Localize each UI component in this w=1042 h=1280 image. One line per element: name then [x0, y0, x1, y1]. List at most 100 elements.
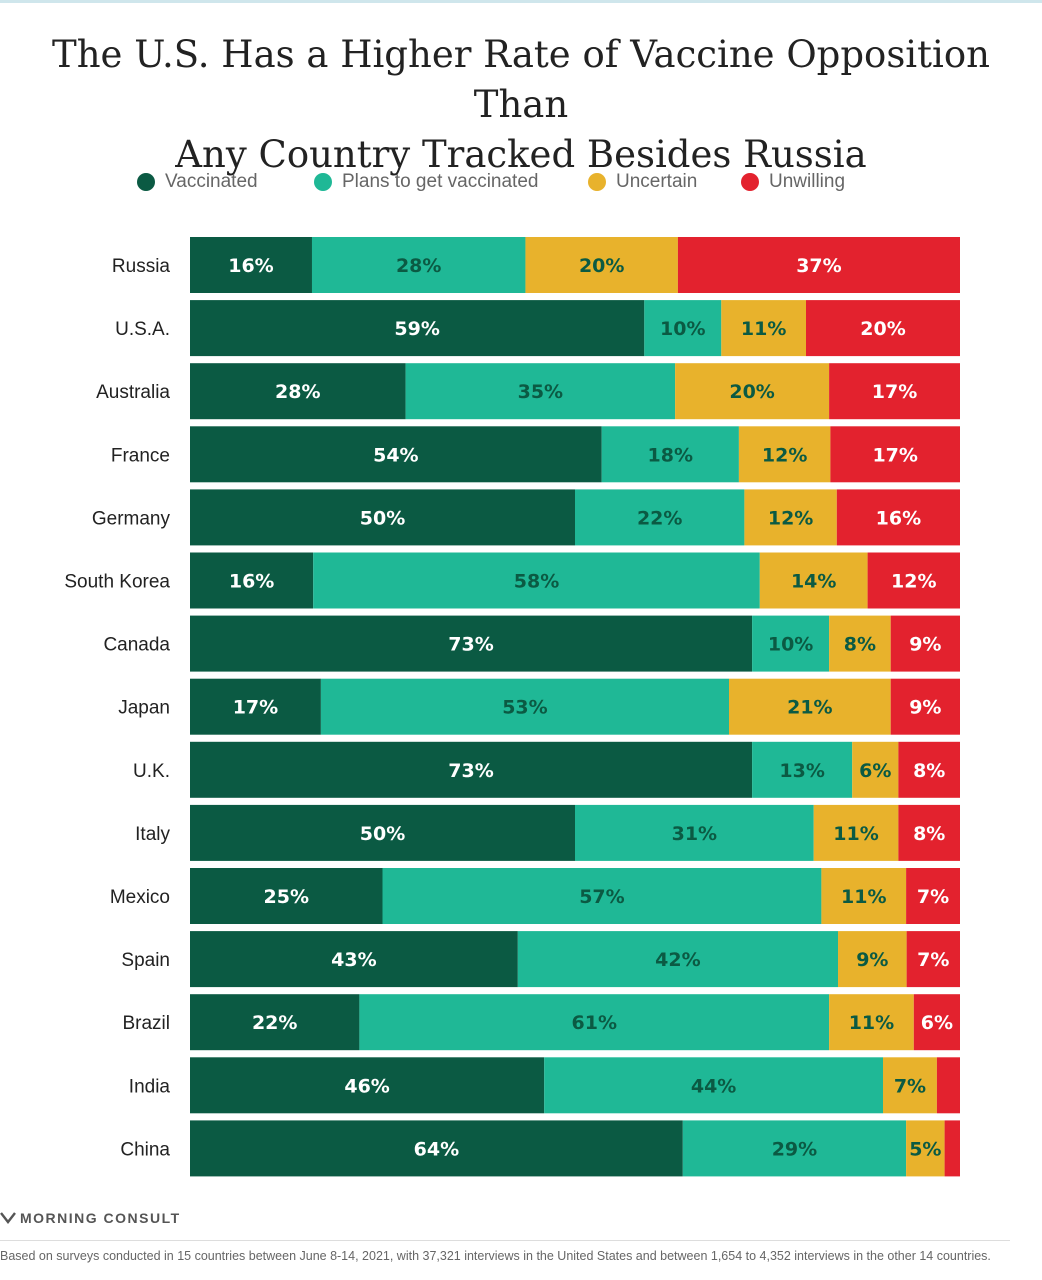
- bar-segment-uncertain: [759, 552, 868, 609]
- data-label-uncertain: 20%: [729, 381, 774, 403]
- bar-segment-plans: [382, 868, 822, 924]
- data-label-unwilling: 7%: [917, 886, 949, 908]
- legend-label-unwilling: Unwilling: [769, 171, 846, 192]
- bar-segment-unwilling: [944, 1120, 960, 1177]
- data-label-plans: 53%: [502, 697, 547, 719]
- bar-row-italy: Italy 50% 31% 11% 8%: [135, 804, 960, 861]
- data-label-uncertain: 11%: [841, 886, 886, 908]
- data-label-plans: 31%: [672, 823, 717, 845]
- bar-segment-uncertain: [838, 931, 907, 988]
- bar-segment-vaccinated: [190, 804, 575, 861]
- brand-name: MORNING CONSULT: [20, 1210, 181, 1226]
- bar-segment-vaccinated: [190, 931, 518, 988]
- bar-segment-vaccinated: [190, 615, 753, 672]
- bar-segment-uncertain: [829, 994, 914, 1051]
- bar-row-india: India 46% 44% 7%: [129, 1057, 960, 1114]
- bar-segment-unwilling: [829, 363, 960, 420]
- category-label: Mexico: [110, 887, 170, 908]
- data-label-vaccinated: 22%: [252, 1012, 297, 1034]
- data-label-plans: 44%: [691, 1075, 736, 1097]
- data-label-unwilling: 9%: [909, 634, 941, 656]
- bar-row-france: France 54% 18% 12% 17%: [111, 426, 960, 483]
- data-label-unwilling: 9%: [909, 697, 941, 719]
- data-label-uncertain: 8%: [844, 634, 876, 656]
- data-label-uncertain: 20%: [579, 255, 624, 277]
- category-label: Japan: [118, 698, 170, 719]
- bar-segment-plans: [320, 678, 729, 735]
- bar-row-australia: Australia 28% 35% 20% 17%: [96, 363, 960, 420]
- bar-segment-plans: [311, 237, 526, 293]
- bar-row-canada: Canada 73% 10% 8% 9%: [103, 615, 960, 672]
- bar-segment-plans: [575, 489, 745, 546]
- legend-item-uncertain: Uncertain: [588, 168, 697, 196]
- chart-title-line-1: The U.S. Has a Higher Rate of Vaccine Op…: [52, 33, 990, 126]
- legend-item-vaccinated: Vaccinated: [137, 168, 258, 196]
- data-label-plans: 42%: [655, 949, 700, 971]
- bar-segment-plans: [313, 552, 760, 609]
- data-label-unwilling: 37%: [796, 255, 841, 277]
- bar-segment-vaccinated: [190, 1057, 545, 1114]
- data-label-vaccinated: 73%: [448, 760, 493, 782]
- data-label-uncertain: 12%: [762, 444, 807, 466]
- bar-segment-unwilling: [677, 237, 960, 293]
- bar-segment-vaccinated: [190, 552, 314, 609]
- bar-row-japan: Japan 17% 53% 21% 9%: [118, 678, 960, 735]
- category-label: India: [129, 1076, 171, 1097]
- data-label-uncertain: 21%: [787, 697, 832, 719]
- bar-segment-vaccinated: [190, 489, 575, 546]
- category-label: U.K.: [133, 761, 170, 782]
- data-label-plans: 29%: [772, 1138, 817, 1160]
- data-label-uncertain: 7%: [894, 1075, 926, 1097]
- data-label-uncertain: 12%: [768, 507, 813, 529]
- data-label-plans: 57%: [579, 886, 624, 908]
- data-label-vaccinated: 50%: [360, 507, 405, 529]
- category-label: Brazil: [122, 1013, 170, 1034]
- category-label: France: [111, 445, 170, 466]
- category-label: Australia: [96, 382, 170, 403]
- legend-label-plans: Plans to get vaccinated: [342, 171, 539, 192]
- data-label-vaccinated: 50%: [360, 823, 405, 845]
- bar-row-germany: Germany 50% 22% 12% 16%: [92, 489, 960, 546]
- bar-segment-plans: [601, 426, 739, 483]
- data-label-unwilling: 17%: [872, 381, 917, 403]
- bar-segment-unwilling: [806, 300, 960, 357]
- data-label-vaccinated: 46%: [344, 1075, 389, 1097]
- bar-segment-vaccinated: [190, 994, 360, 1051]
- data-label-uncertain: 5%: [909, 1138, 941, 1160]
- bar-segment-unwilling: [906, 931, 960, 988]
- bar-segment-unwilling: [836, 489, 960, 546]
- data-label-plans: 61%: [572, 1012, 617, 1034]
- bar-segment-uncertain: [738, 426, 831, 483]
- data-label-uncertain: 14%: [791, 571, 836, 593]
- bar-segment-plans: [752, 615, 830, 672]
- data-label-vaccinated: 17%: [233, 697, 278, 719]
- data-label-unwilling: 7%: [917, 949, 949, 971]
- bar-segment-plans: [544, 1057, 883, 1114]
- bar-segment-unwilling: [936, 1057, 960, 1114]
- legend-swatch-unwilling: [741, 173, 759, 191]
- data-label-uncertain: 11%: [833, 823, 878, 845]
- bar-segment-vaccinated: [190, 678, 321, 735]
- data-label-plans: 10%: [768, 634, 813, 656]
- bar-segment-unwilling: [890, 678, 960, 735]
- bar-segment-unwilling: [830, 426, 960, 483]
- bar-segment-vaccinated: [190, 300, 645, 357]
- data-label-unwilling: 8%: [913, 760, 945, 782]
- bar-row-south-korea: South Korea 16% 58% 14% 12%: [64, 552, 960, 609]
- bar-row-mexico: Mexico 25% 57% 11% 7%: [110, 868, 960, 924]
- bar-segment-unwilling: [898, 741, 960, 798]
- category-label: U.S.A.: [115, 319, 170, 340]
- bar-segment-plans: [644, 300, 722, 357]
- bar-segment-vaccinated: [190, 363, 406, 420]
- data-label-vaccinated: 54%: [373, 444, 418, 466]
- legend: Vaccinated Plans to get vaccinated Uncer…: [0, 168, 1042, 196]
- bar-row-u-s-a: U.S.A. 59% 10% 11% 20%: [115, 300, 960, 357]
- data-label-unwilling: 16%: [876, 507, 921, 529]
- brand-logo: MORNING CONSULT: [0, 1208, 181, 1228]
- data-label-vaccinated: 43%: [331, 949, 376, 971]
- bar-segment-unwilling: [898, 804, 960, 861]
- legend-swatch-vaccinated: [137, 173, 155, 191]
- legend-swatch-uncertain: [588, 173, 606, 191]
- category-label: Canada: [103, 635, 170, 656]
- data-label-vaccinated: 59%: [394, 318, 439, 340]
